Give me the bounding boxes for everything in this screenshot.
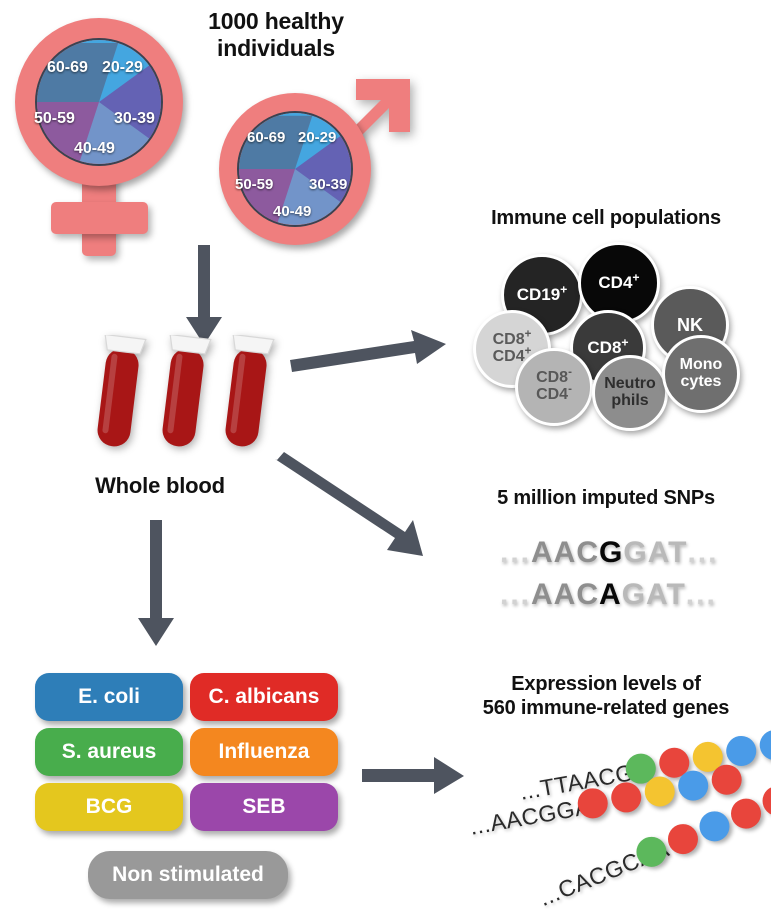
snp-sequence-1: ...AACGGAT... [500, 536, 719, 569]
cell-cd8-label: CD8+ [587, 335, 629, 358]
blood-tube [225, 335, 275, 447]
arrow-blood-to-stimuli [132, 520, 182, 650]
page-title: 1000 healthy individuals [176, 8, 376, 62]
expression-bead [694, 806, 735, 846]
arrow-cohort-to-blood [180, 245, 230, 350]
expression-section-title: Expression levels of 560 immune-related … [446, 673, 766, 720]
pie-label-30-39: 30-39 [309, 176, 348, 193]
pie-label-30-39: 30-39 [114, 110, 155, 127]
stimulus-non-stimulated[interactable]: Non stimulated [88, 851, 288, 899]
male-symbol: 60-69 20-29 50-59 30-39 40-49 [205, 55, 420, 250]
stimulus-c-albicans[interactable]: C. albicans [190, 673, 338, 721]
female-age-pie [35, 38, 163, 166]
male-age-pie [237, 111, 353, 227]
arrow-blood-to-snps [275, 452, 440, 556]
pie-label-50-59: 50-59 [34, 110, 75, 127]
page-title-line2: individuals [217, 35, 335, 62]
cell-monocytes: Mono cytes [662, 335, 740, 413]
expression-title-line1: Expression levels of [511, 673, 701, 695]
pie-label-40-49: 40-49 [74, 140, 115, 157]
pie-label-20-29: 20-29 [298, 129, 337, 146]
expression-bead [675, 768, 711, 803]
pie-label-60-69: 60-69 [247, 129, 286, 146]
pie-label-20-29: 20-29 [102, 59, 143, 76]
cell-cd8neg-cd4neg: CD8- CD4- [515, 348, 593, 426]
cell-nk-label: NK [677, 314, 703, 335]
cell-cd19-label: CD19+ [516, 282, 568, 305]
stimulus-bcg[interactable]: BCG [35, 783, 183, 831]
expression-bead [726, 794, 766, 834]
pie-label-50-59: 50-59 [235, 176, 274, 193]
cell-cd4-label: CD4+ [598, 270, 640, 293]
arrow-blood-to-immune [290, 330, 450, 380]
whole-blood-label: Whole blood [95, 473, 225, 498]
cell-neutrophils: Neutro phils [592, 355, 668, 431]
snp-sequence-2: ...AACAGAT... [500, 578, 717, 611]
immune-section-title: Immune cell populations [491, 207, 721, 229]
cell-cd4: CD4+ [578, 242, 660, 324]
blood-tubes [95, 335, 275, 455]
stimulus-e-coli[interactable]: E. coli [35, 673, 183, 721]
expression-bead [723, 733, 759, 769]
expression-bead [608, 780, 644, 815]
female-symbol: 60-69 20-29 50-59 30-39 40-49 [8, 14, 198, 256]
female-symbol-crossbar [51, 202, 148, 234]
stimulus-influenza[interactable]: Influenza [190, 728, 338, 776]
expression-bead [757, 727, 771, 763]
expression-bead [642, 774, 678, 809]
arrow-stimuli-to-expression [362, 757, 467, 795]
pie-label-40-49: 40-49 [273, 203, 312, 220]
snp-section-title: 5 million imputed SNPs [497, 487, 715, 509]
expression-title-line2: 560 immune-related genes [482, 696, 730, 719]
blood-tube [162, 335, 212, 447]
stimulus-seb[interactable]: SEB [190, 783, 338, 831]
page-title-line1: 1000 healthy [208, 8, 344, 34]
pie-label-60-69: 60-69 [47, 59, 88, 76]
blood-tube [97, 335, 147, 447]
stimulus-s-aureus[interactable]: S. aureus [35, 728, 183, 776]
